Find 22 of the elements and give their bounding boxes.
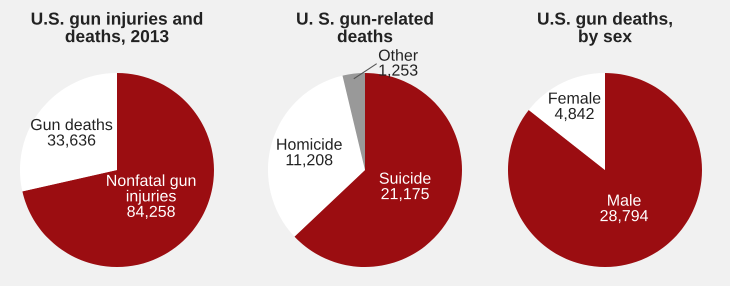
slice-label: Male xyxy=(608,194,641,206)
slice-label: Nonfatal gun injuries xyxy=(107,174,196,205)
pie-slice xyxy=(508,73,702,267)
slice-label: Other xyxy=(378,49,418,61)
slice-label: Female xyxy=(549,92,600,104)
slice-label: Gun deaths xyxy=(31,118,112,130)
data-label: 11,208 xyxy=(286,154,332,168)
slice-label: Homicide xyxy=(277,138,342,150)
pie-slice xyxy=(342,73,365,170)
chart-title: U. S. gun-related deaths xyxy=(297,12,433,42)
chart-title: U.S. gun deaths, by sex xyxy=(538,12,672,46)
data-label: 33,636 xyxy=(48,134,96,148)
data-label: 1,253 xyxy=(379,64,418,78)
pie-slice xyxy=(528,73,605,170)
pie-slice xyxy=(268,76,365,237)
pie-slice xyxy=(22,73,214,267)
data-label: 4,842 xyxy=(554,108,594,122)
data-label: 28,794 xyxy=(600,210,648,224)
slice-label: Suicide xyxy=(380,172,431,184)
data-label: 21,175 xyxy=(381,188,429,202)
chart-title: U.S. gun injuries and deaths, 2013 xyxy=(32,12,202,45)
data-label: 84,258 xyxy=(127,206,175,219)
